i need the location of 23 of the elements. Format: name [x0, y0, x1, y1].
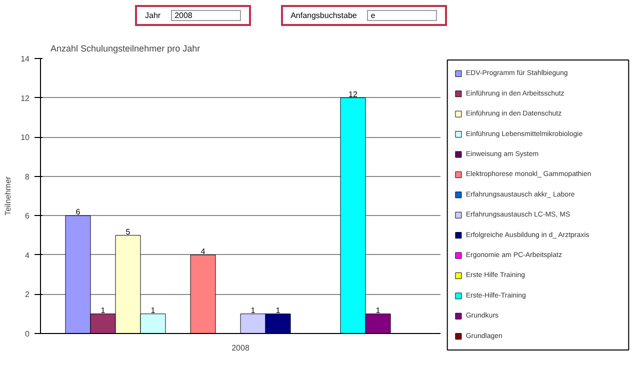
text: e [366, 10, 437, 21]
y-tick-label: 12 [20, 94, 30, 103]
data-label: 12 [348, 90, 358, 99]
y-tick-label: 14 [20, 54, 30, 64]
text: Jahr [145, 11, 161, 20]
data-label: 1 [150, 306, 156, 315]
chart-title: Anzahl Schulungsteilnehmer pro Jahr [50, 44, 200, 54]
data-label: 4 [200, 246, 206, 256]
y-tick-label: 4 [25, 250, 30, 260]
data-label: 1 [100, 306, 106, 315]
data-label: 6 [76, 208, 81, 217]
y-axis-title: Teilnehmer [4, 176, 13, 216]
y-tick-label: 8 [25, 172, 30, 182]
data-label: 1 [276, 306, 281, 315]
y-tick-label: 10 [20, 133, 30, 142]
y-tick-label: 2 [25, 290, 30, 300]
text: Anfangsbuchstabe [290, 11, 357, 20]
data-label: 1 [250, 306, 256, 315]
y-tick-label: 0 [25, 330, 30, 338]
data-label: 1 [376, 306, 381, 315]
text: 2008 [170, 10, 241, 21]
data-label: 5 [126, 227, 131, 236]
y-tick-label: 6 [25, 212, 30, 221]
